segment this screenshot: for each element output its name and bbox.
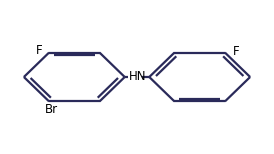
Text: F: F [233,45,239,58]
Text: Br: Br [45,103,58,116]
Text: HN: HN [129,71,146,83]
Text: F: F [36,44,43,57]
